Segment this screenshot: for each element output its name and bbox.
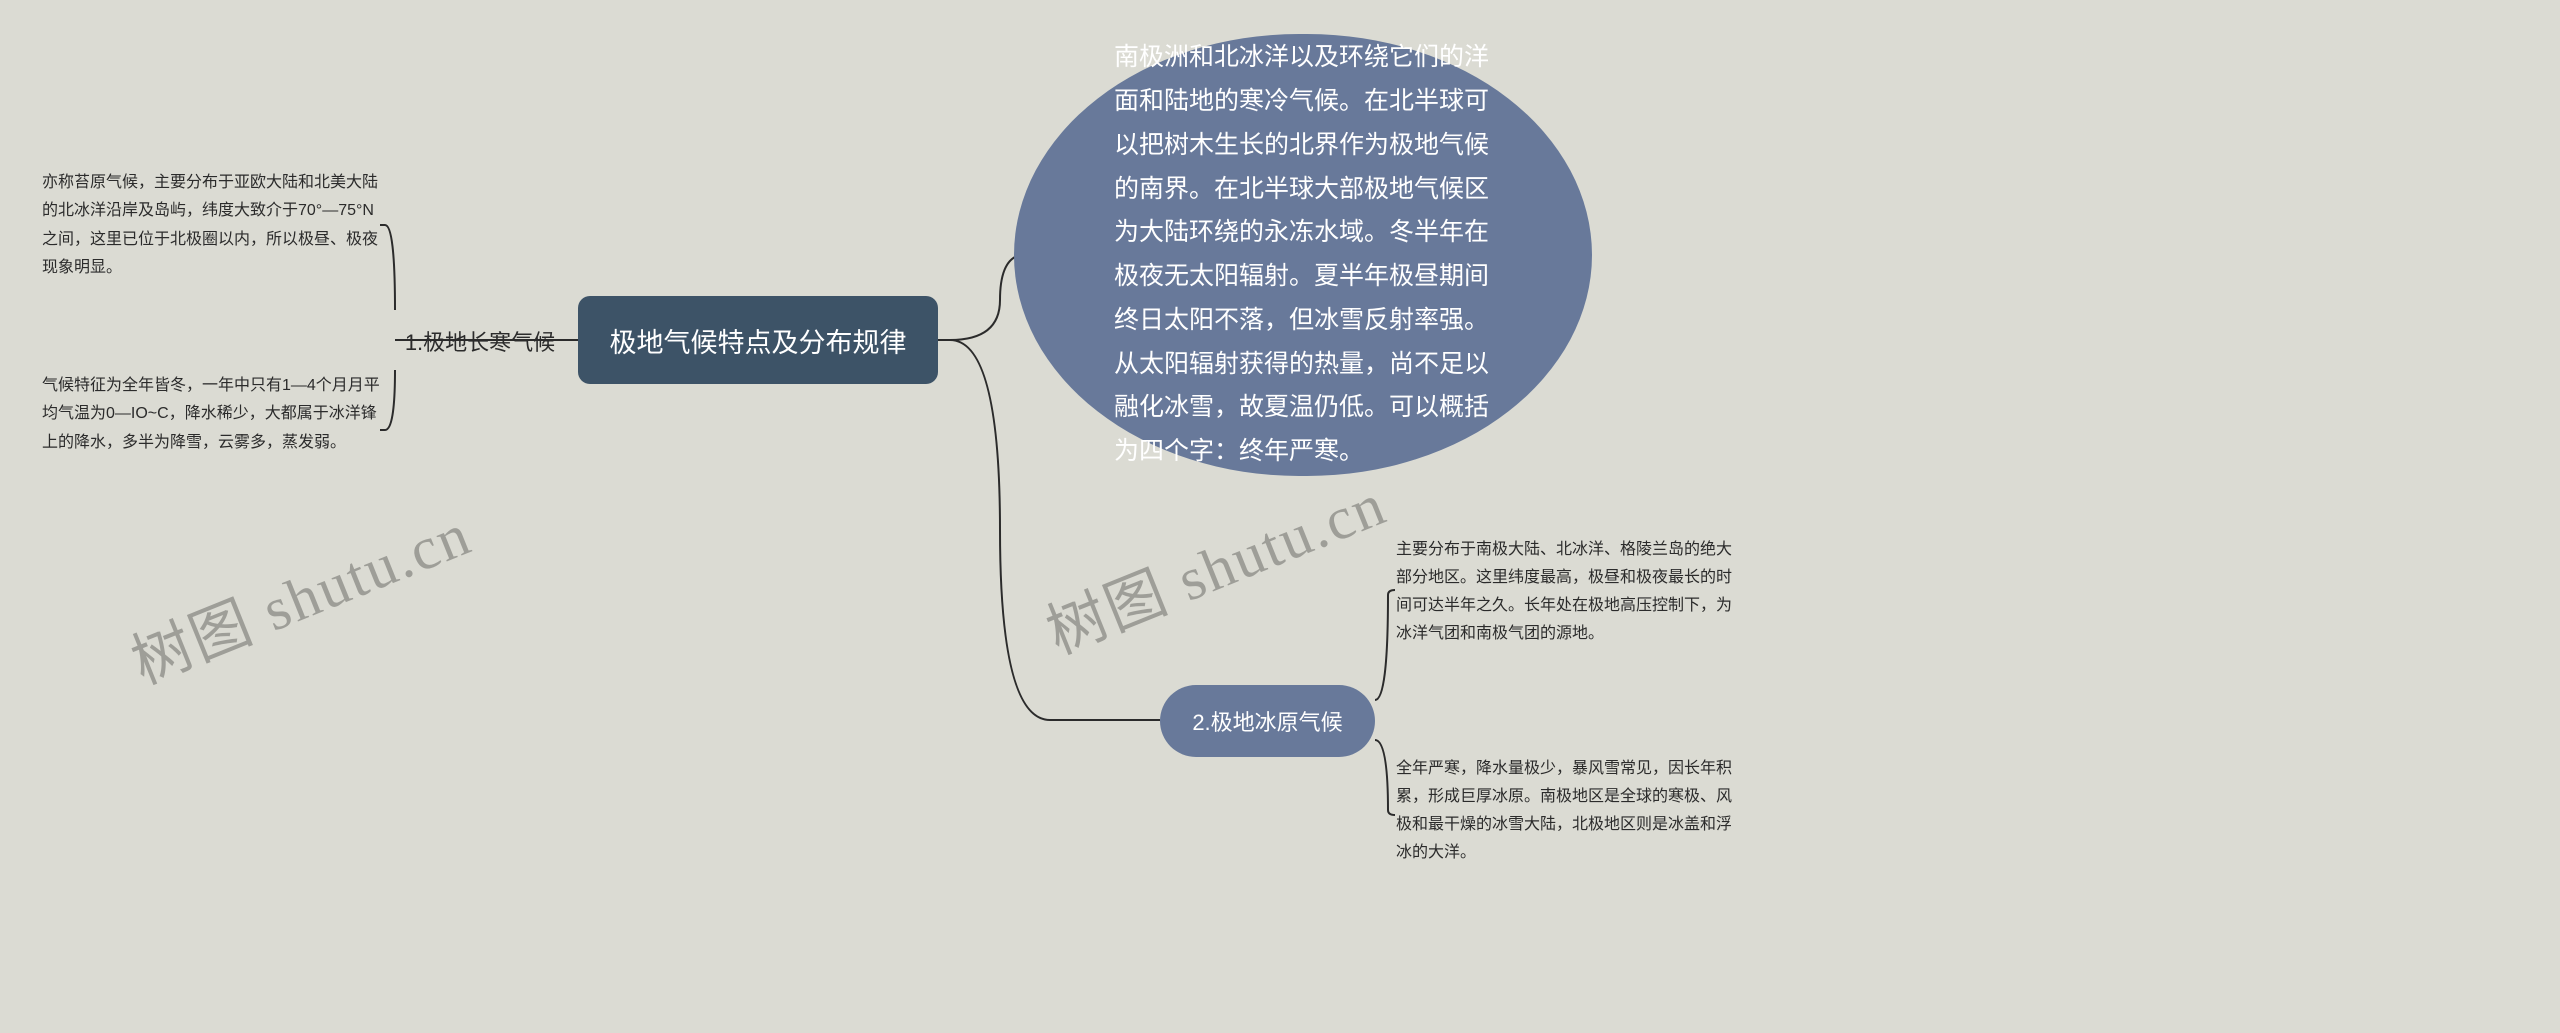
- leaf-right-2b: 全年严寒，降水量极少，暴风雪常见，因长年积累，形成巨厚冰原。南极地区是全球的寒极…: [1396, 755, 1736, 867]
- branch-left-1[interactable]: 1.极地长寒气候: [385, 318, 575, 364]
- connector-6: [1375, 740, 1395, 815]
- right-blob[interactable]: 南极洲和北冰洋以及环绕它们的洋面和陆地的寒冷气候。在北半球可以把树木生长的北界作…: [1014, 34, 1592, 476]
- right-blob-text: 南极洲和北冰洋以及环绕它们的洋面和陆地的寒冷气候。在北半球可以把树木生长的北界作…: [1114, 36, 1492, 474]
- root-label: 极地气候特点及分布规律: [610, 321, 907, 360]
- leaf-left-1-text: 亦称苔原气候，主要分布于亚欧大陆和北美大陆的北冰洋沿岸及岛屿，纬度大致介于70°…: [42, 174, 378, 276]
- root-node[interactable]: 极地气候特点及分布规律: [578, 296, 938, 384]
- leaf-left-2-text: 气候特征为全年皆冬，一年中只有1—4个月月平均气温为0—IO~C，降水稀少，大都…: [42, 377, 380, 451]
- branch-left-1-label: 1.极地长寒气候: [405, 325, 555, 357]
- leaf-left-2: 气候特征为全年皆冬，一年中只有1—4个月月平均气温为0—IO~C，降水稀少，大都…: [42, 372, 380, 457]
- branch-right-2[interactable]: 2.极地冰原气候: [1160, 685, 1375, 757]
- watermark-1: 树图 shutu.cn: [117, 486, 482, 701]
- leaf-right-2a: 主要分布于南极大陆、北冰洋、格陵兰岛的绝大部分地区。这里纬度最高，极昼和极夜最长…: [1396, 536, 1736, 648]
- branch-right-2-label: 2.极地冰原气候: [1192, 705, 1342, 737]
- connector-3: [938, 255, 1024, 340]
- leaf-right-2b-text: 全年严寒，降水量极少，暴风雪常见，因长年积累，形成巨厚冰原。南极地区是全球的寒极…: [1396, 760, 1732, 861]
- watermark-2: 树图 shutu.cn: [1032, 456, 1397, 671]
- connector-2: [380, 370, 395, 430]
- connector-5: [1375, 590, 1395, 700]
- leaf-left-1: 亦称苔原气候，主要分布于亚欧大陆和北美大陆的北冰洋沿岸及岛屿，纬度大致介于70°…: [42, 169, 380, 283]
- leaf-right-2a-text: 主要分布于南极大陆、北冰洋、格陵兰岛的绝大部分地区。这里纬度最高，极昼和极夜最长…: [1396, 541, 1732, 642]
- connector-1: [380, 225, 395, 310]
- mindmap-canvas: { "diagram": { "type": "mindmap", "backg…: [0, 0, 2560, 1033]
